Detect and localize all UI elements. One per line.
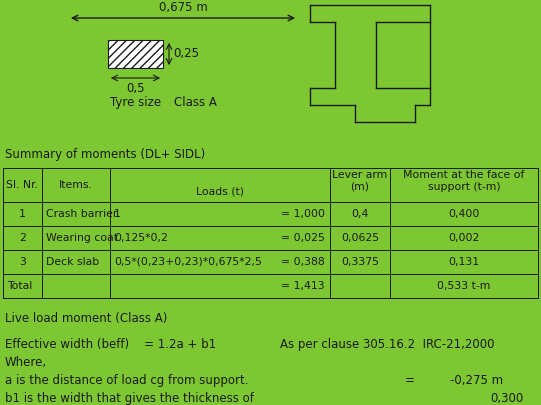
Text: =: =	[405, 374, 415, 387]
Text: Crash barrier: Crash barrier	[46, 209, 117, 219]
Text: = 0,025: = 0,025	[281, 233, 325, 243]
Text: Tyre size: Tyre size	[110, 96, 161, 109]
Text: As per clause 305.16.2  IRC-21,2000: As per clause 305.16.2 IRC-21,2000	[280, 338, 494, 351]
Text: Summary of moments (DL+ SIDL): Summary of moments (DL+ SIDL)	[5, 148, 205, 161]
Text: 0,4: 0,4	[351, 209, 368, 219]
Text: Effective width (beff)    = 1.2a + b1: Effective width (beff) = 1.2a + b1	[5, 338, 216, 351]
Text: 0,300: 0,300	[490, 392, 523, 405]
Text: 0,25: 0,25	[173, 47, 199, 60]
Text: 0,675 m: 0,675 m	[159, 1, 207, 14]
Bar	[108, 40, 163, 68]
Text: Deck slab: Deck slab	[46, 257, 99, 267]
Text: Live load moment (Class A): Live load moment (Class A)	[5, 312, 167, 325]
Text: 0,131: 0,131	[448, 257, 479, 267]
Text: Where,: Where,	[5, 356, 47, 369]
Text: 3: 3	[19, 257, 26, 267]
Text: Total: Total	[7, 281, 32, 291]
Text: 2: 2	[19, 233, 26, 243]
Text: a is the distance of load cg from support.: a is the distance of load cg from suppor…	[5, 374, 248, 387]
Text: Wearing coat: Wearing coat	[46, 233, 118, 243]
Text: = 1,413: = 1,413	[281, 281, 325, 291]
Text: 0,5*(0,23+0,23)*0,675*2,5: 0,5*(0,23+0,23)*0,675*2,5	[114, 257, 262, 267]
Text: 0,5: 0,5	[126, 82, 145, 95]
Text: 0,0625: 0,0625	[341, 233, 379, 243]
Text: -0,275 m: -0,275 m	[450, 374, 503, 387]
Text: 1: 1	[19, 209, 26, 219]
Text: 1: 1	[114, 209, 121, 219]
Text: 0,533 t-m: 0,533 t-m	[437, 281, 491, 291]
Text: 0,125*0,2: 0,125*0,2	[114, 233, 168, 243]
Text: Items.: Items.	[59, 180, 93, 190]
Text: 0,3375: 0,3375	[341, 257, 379, 267]
Text: b1 is the width that gives the thickness of: b1 is the width that gives the thickness…	[5, 392, 254, 405]
Text: Lever arm
(m): Lever arm (m)	[332, 170, 387, 192]
Text: = 0,388: = 0,388	[281, 257, 325, 267]
Text: Moment at the face of
support (t-m): Moment at the face of support (t-m)	[403, 170, 525, 192]
Text: Loads (t): Loads (t)	[196, 186, 244, 196]
Text: Class A: Class A	[174, 96, 217, 109]
Text: Sl. Nr.: Sl. Nr.	[6, 180, 38, 190]
Text: 0,400: 0,400	[448, 209, 480, 219]
Text: = 1,000: = 1,000	[281, 209, 325, 219]
Text: 0,002: 0,002	[448, 233, 480, 243]
